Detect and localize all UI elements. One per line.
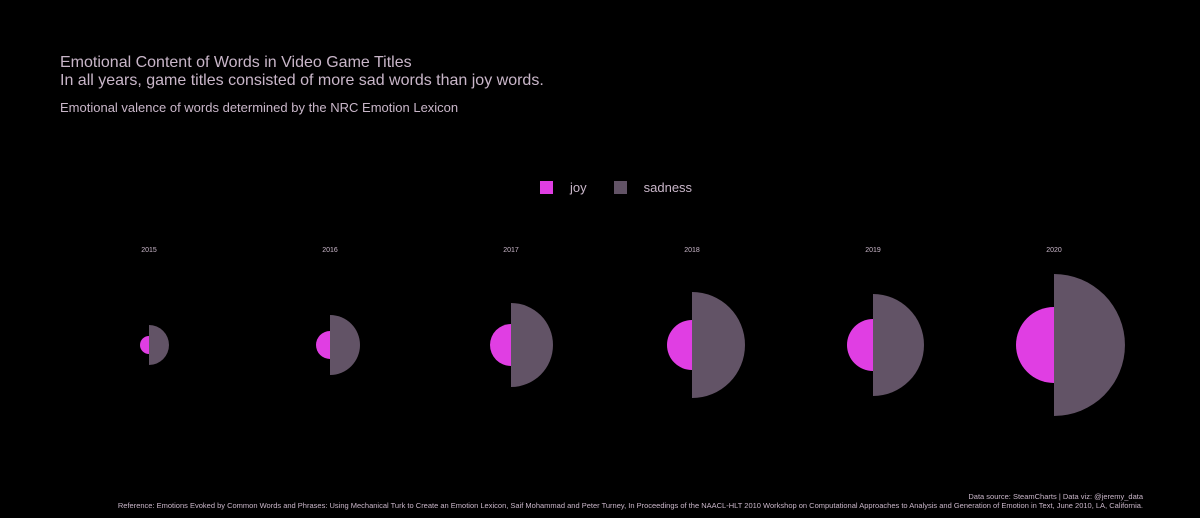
joy-half-2019 [847,319,873,371]
sadness-half-2018 [692,292,745,398]
footer-source: Data source: SteamCharts | Data viz: @je… [968,492,1143,501]
legend-label-sadness: sadness [643,180,693,195]
sadness-half-2015 [149,325,169,365]
sadness-half-2019 [873,294,924,396]
chart-subtitle: In all years, game titles consisted of m… [60,72,544,89]
year-label-2016: 2016 [322,247,338,254]
sadness-half-2016 [330,315,360,375]
sadness-half-2020 [1054,274,1125,416]
joy-half-2018 [667,320,692,370]
joy-half-2020 [1016,307,1054,383]
legend-key-joy [540,181,553,194]
joy-half-2016 [316,331,330,359]
year-label-2019: 2019 [865,247,881,254]
year-label-2020: 2020 [1046,247,1062,254]
chart-caption: Emotional valence of words determined by… [60,100,459,115]
legend-key-sadness [613,181,627,194]
year-label-2017: 2017 [503,247,519,254]
year-label-2018: 2018 [684,247,700,254]
year-label-2015: 2015 [141,247,157,254]
legend: joy sadness [540,180,719,195]
sadness-half-2017 [511,303,553,387]
joy-half-2017 [490,324,511,366]
chart-title: Emotional Content of Words in Video Game… [60,54,412,71]
legend-label-joy: joy [570,180,587,195]
footer-reference: Reference: Emotions Evoked by Common Wor… [117,501,1143,510]
joy-half-2015 [140,336,149,354]
